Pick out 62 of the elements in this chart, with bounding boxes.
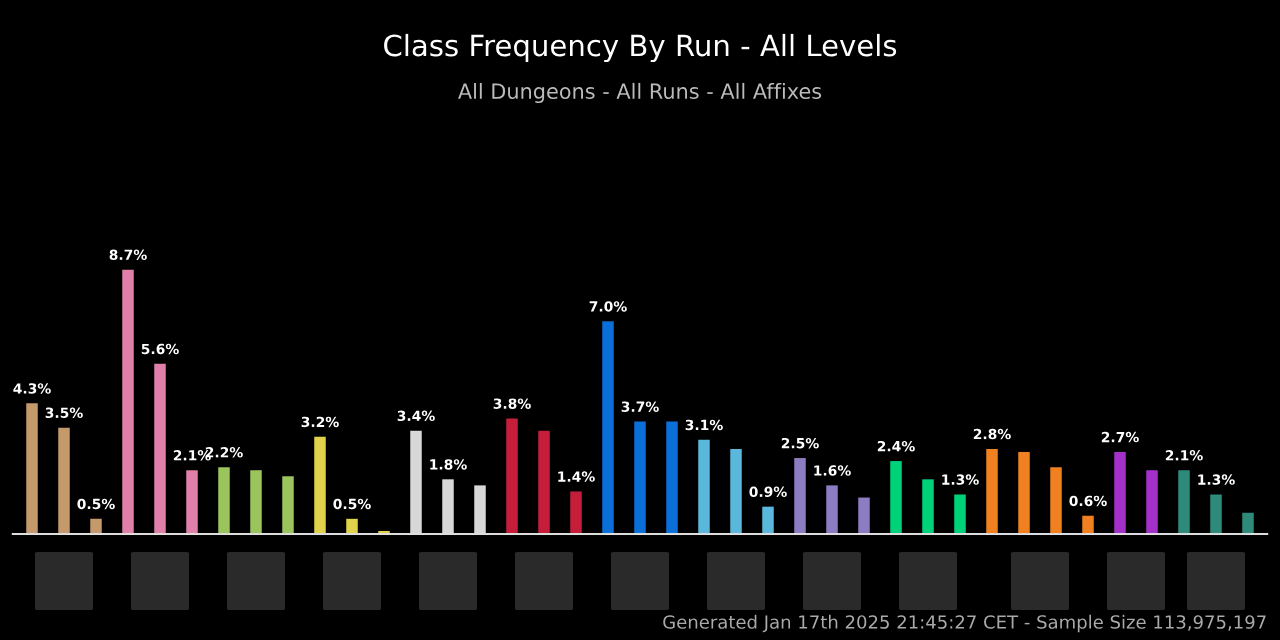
bar bbox=[954, 494, 966, 534]
bar bbox=[122, 269, 134, 534]
bar bbox=[1178, 470, 1190, 534]
bar bbox=[218, 467, 230, 534]
data-label: 2.4% bbox=[877, 440, 915, 452]
bar bbox=[730, 448, 742, 534]
bar bbox=[890, 461, 902, 534]
chart-title: Class Frequency By Run - All Levels bbox=[384, 33, 897, 63]
data-label: 2.7% bbox=[1101, 431, 1139, 443]
bar bbox=[1146, 470, 1158, 534]
bar bbox=[282, 476, 294, 534]
bar bbox=[602, 321, 614, 534]
bar bbox=[58, 427, 70, 534]
data-label: 2.5% bbox=[781, 437, 819, 449]
bar bbox=[1210, 494, 1222, 534]
data-label: 1.8% bbox=[430, 459, 467, 470]
bar bbox=[1242, 512, 1254, 534]
bar bbox=[698, 439, 710, 534]
bar bbox=[858, 497, 870, 534]
bar bbox=[186, 470, 198, 534]
data-label: 4.3% bbox=[13, 383, 51, 394]
bar bbox=[90, 518, 102, 534]
bar bbox=[538, 430, 550, 534]
data-label: 3.5% bbox=[45, 407, 83, 419]
bar bbox=[922, 479, 934, 534]
data-label: 7.0% bbox=[589, 301, 627, 312]
data-label: 0.5% bbox=[333, 498, 371, 510]
data-label: 3.4% bbox=[397, 410, 435, 422]
chart-subtitle: All Dungeons - All Runs - All Affixes bbox=[458, 82, 822, 104]
bar bbox=[1082, 515, 1094, 534]
text: Generated Jan 17th 2025 21:45:27 CET - Sample Size 113,975,197 bbox=[663, 614, 1266, 633]
data-label: 1.3% bbox=[1198, 474, 1235, 485]
data-label: 1.6% bbox=[814, 465, 851, 476]
data-label: 1.4% bbox=[558, 471, 595, 482]
bar bbox=[666, 421, 678, 534]
data-label: 3.1% bbox=[685, 419, 723, 431]
bar bbox=[986, 448, 998, 534]
data-label: 0.5% bbox=[77, 498, 115, 510]
data-label: 0.6% bbox=[1069, 495, 1107, 507]
bar bbox=[1018, 451, 1030, 534]
bar bbox=[570, 491, 582, 534]
bar bbox=[26, 403, 38, 534]
data-label: 8.7% bbox=[109, 249, 147, 261]
bar bbox=[826, 485, 838, 534]
data-label: 2.1% bbox=[1165, 450, 1203, 461]
data-label: 0.9% bbox=[749, 486, 787, 498]
bar bbox=[1114, 451, 1126, 534]
bar bbox=[314, 436, 326, 534]
bar bbox=[634, 421, 646, 534]
bar bbox=[794, 458, 806, 534]
data-label: 3.2% bbox=[301, 416, 339, 428]
data-label: 1.3% bbox=[942, 474, 979, 485]
bar bbox=[154, 363, 166, 534]
data-label: 2.8% bbox=[973, 428, 1011, 440]
data-label: 3.7% bbox=[621, 401, 659, 412]
bar bbox=[506, 418, 518, 534]
data-label: 3.8% bbox=[493, 398, 531, 409]
bar bbox=[1050, 467, 1062, 534]
data-label: 5.6% bbox=[141, 343, 179, 355]
bar bbox=[762, 506, 774, 534]
bar bbox=[250, 470, 262, 534]
bar bbox=[346, 518, 358, 534]
